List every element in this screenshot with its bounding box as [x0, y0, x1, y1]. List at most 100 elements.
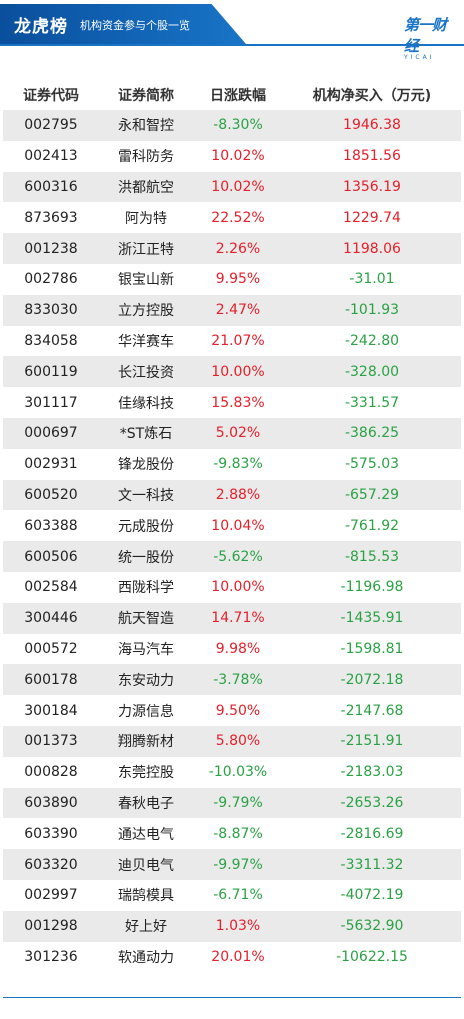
daily-change: 15.83% [193, 387, 283, 418]
stock-name: 永和智控 [99, 110, 193, 141]
daily-change: 2.88% [193, 479, 283, 511]
daily-change: 10.04% [193, 510, 283, 542]
institution-net-buy: 1198.06 [283, 233, 461, 264]
stock-code: 001238 [3, 233, 99, 264]
stock-code: 834058 [3, 325, 99, 357]
stock-code: 600316 [3, 171, 99, 203]
logo-subtext: YICAI [404, 54, 435, 61]
institution-fund-table: 证券代码 证券简称 日涨跌幅 机构净买入（万元) 002795 永和智控 -8.30… [3, 80, 461, 973]
stock-name: 春秋电子 [99, 787, 193, 819]
table-row: 000828 东莞控股 -10.03% -2183.03 [3, 756, 461, 788]
stock-code: 600119 [3, 356, 99, 388]
daily-change: 21.07% [193, 325, 283, 357]
stock-name: 东安动力 [99, 664, 193, 696]
stock-code: 300184 [3, 695, 99, 726]
stock-name: 西陇科学 [99, 571, 193, 603]
stock-code: 000572 [3, 633, 99, 665]
stock-name: 立方控股 [99, 294, 193, 326]
stock-code: 600520 [3, 479, 99, 511]
table-row: 600506 统一股份 -5.62% -815.53 [3, 541, 461, 572]
daily-change: 10.00% [193, 571, 283, 603]
institution-net-buy: -1196.98 [283, 571, 461, 603]
header-banner: 龙虎榜 机构资金参与个股一览 第一财经 YICAI [0, 0, 464, 61]
institution-net-buy: -575.03 [283, 448, 461, 480]
stock-name: 瑞鹄模具 [99, 879, 193, 911]
table-row: 000572 海马汽车 9.98% -1598.81 [3, 633, 461, 665]
table-row: 002931 锋龙股份 -9.83% -575.03 [3, 448, 461, 480]
bottom-divider [3, 997, 461, 998]
table-row: 300184 力源信息 9.50% -2147.68 [3, 695, 461, 726]
stock-name: 统一股份 [99, 541, 193, 572]
stock-code: 000828 [3, 756, 99, 788]
institution-net-buy: -2147.68 [283, 695, 461, 726]
daily-change: 1.03% [193, 910, 283, 942]
stock-code: 002795 [3, 110, 99, 141]
stock-name: 佳缘科技 [99, 387, 193, 418]
daily-change: 10.00% [193, 356, 283, 388]
table-row: 002786 银宝山新 9.95% -31.01 [3, 263, 461, 295]
yicai-logo: 第一财经 YICAI [404, 14, 456, 61]
table-row: 002584 西陇科学 10.00% -1196.98 [3, 571, 461, 603]
institution-net-buy: -1435.91 [283, 602, 461, 634]
daily-change: 5.02% [193, 417, 283, 449]
table-row: 873693 阿为特 22.52% 1229.74 [3, 202, 461, 234]
daily-change: 9.50% [193, 695, 283, 726]
institution-net-buy: -31.01 [283, 263, 461, 295]
stock-code: 600506 [3, 541, 99, 572]
stock-name: 东莞控股 [99, 756, 193, 788]
institution-net-buy: 1356.19 [283, 171, 461, 203]
table-row: 600520 文一科技 2.88% -657.29 [3, 479, 461, 511]
institution-net-buy: -242.80 [283, 325, 461, 357]
table-row: 603388 元成股份 10.04% -761.92 [3, 510, 461, 542]
table-row: 301236 软通动力 20.01% -10622.15 [3, 941, 461, 973]
daily-change: 9.98% [193, 633, 283, 665]
stock-name: 长江投资 [99, 356, 193, 388]
daily-change: -9.83% [193, 448, 283, 480]
stock-code: 002786 [3, 263, 99, 295]
daily-change: -8.30% [193, 110, 283, 141]
stock-code: 002997 [3, 879, 99, 911]
stock-code: 873693 [3, 202, 99, 234]
stock-code: 600178 [3, 664, 99, 696]
stock-code: 002413 [3, 140, 99, 172]
institution-net-buy: -815.53 [283, 541, 461, 572]
stock-name: 阿为特 [99, 202, 193, 234]
banner-stripe [0, 44, 464, 46]
stock-name: 海马汽车 [99, 633, 193, 665]
institution-net-buy: -657.29 [283, 479, 461, 511]
daily-change: -9.97% [193, 849, 283, 880]
stock-code: 000697 [3, 417, 99, 449]
daily-change: 10.02% [193, 171, 283, 203]
daily-change: 22.52% [193, 202, 283, 234]
institution-net-buy: -386.25 [283, 417, 461, 449]
institution-net-buy: -5632.90 [283, 910, 461, 942]
table-row: 001373 翔腾新材 5.80% -2151.91 [3, 725, 461, 757]
stock-code: 300446 [3, 602, 99, 634]
table-header-row: 证券代码 证券简称 日涨跌幅 机构净买入（万元) [3, 80, 461, 110]
table-row: 002795 永和智控 -8.30% 1946.38 [3, 110, 461, 141]
daily-change: -8.87% [193, 818, 283, 850]
stock-code: 002584 [3, 571, 99, 603]
institution-net-buy: -331.57 [283, 387, 461, 418]
institution-net-buy: -3311.32 [283, 849, 461, 880]
stock-name: 通达电气 [99, 818, 193, 850]
institution-net-buy: 1946.38 [283, 110, 461, 141]
table-row: 002413 雷科防务 10.02% 1851.56 [3, 140, 461, 172]
stock-code: 833030 [3, 294, 99, 326]
daily-change: 2.47% [193, 294, 283, 326]
institution-net-buy: 1229.74 [283, 202, 461, 234]
logo-text: 第一财经 [404, 16, 447, 55]
stock-code: 301117 [3, 387, 99, 418]
table-row: 600178 东安动力 -3.78% -2072.18 [3, 664, 461, 696]
column-header-code: 证券代码 [23, 88, 79, 104]
page-subtitle: 机构资金参与个股一览 [80, 19, 190, 32]
stock-code: 603320 [3, 849, 99, 880]
daily-change: 20.01% [193, 941, 283, 973]
daily-change: 9.95% [193, 263, 283, 295]
daily-change: 2.26% [193, 233, 283, 264]
column-header-change: 日涨跌幅 [210, 88, 266, 104]
table-row: 603390 通达电气 -8.87% -2816.69 [3, 818, 461, 850]
stock-name: 锋龙股份 [99, 448, 193, 480]
institution-net-buy: -2183.03 [283, 756, 461, 788]
institution-net-buy: -2816.69 [283, 818, 461, 850]
